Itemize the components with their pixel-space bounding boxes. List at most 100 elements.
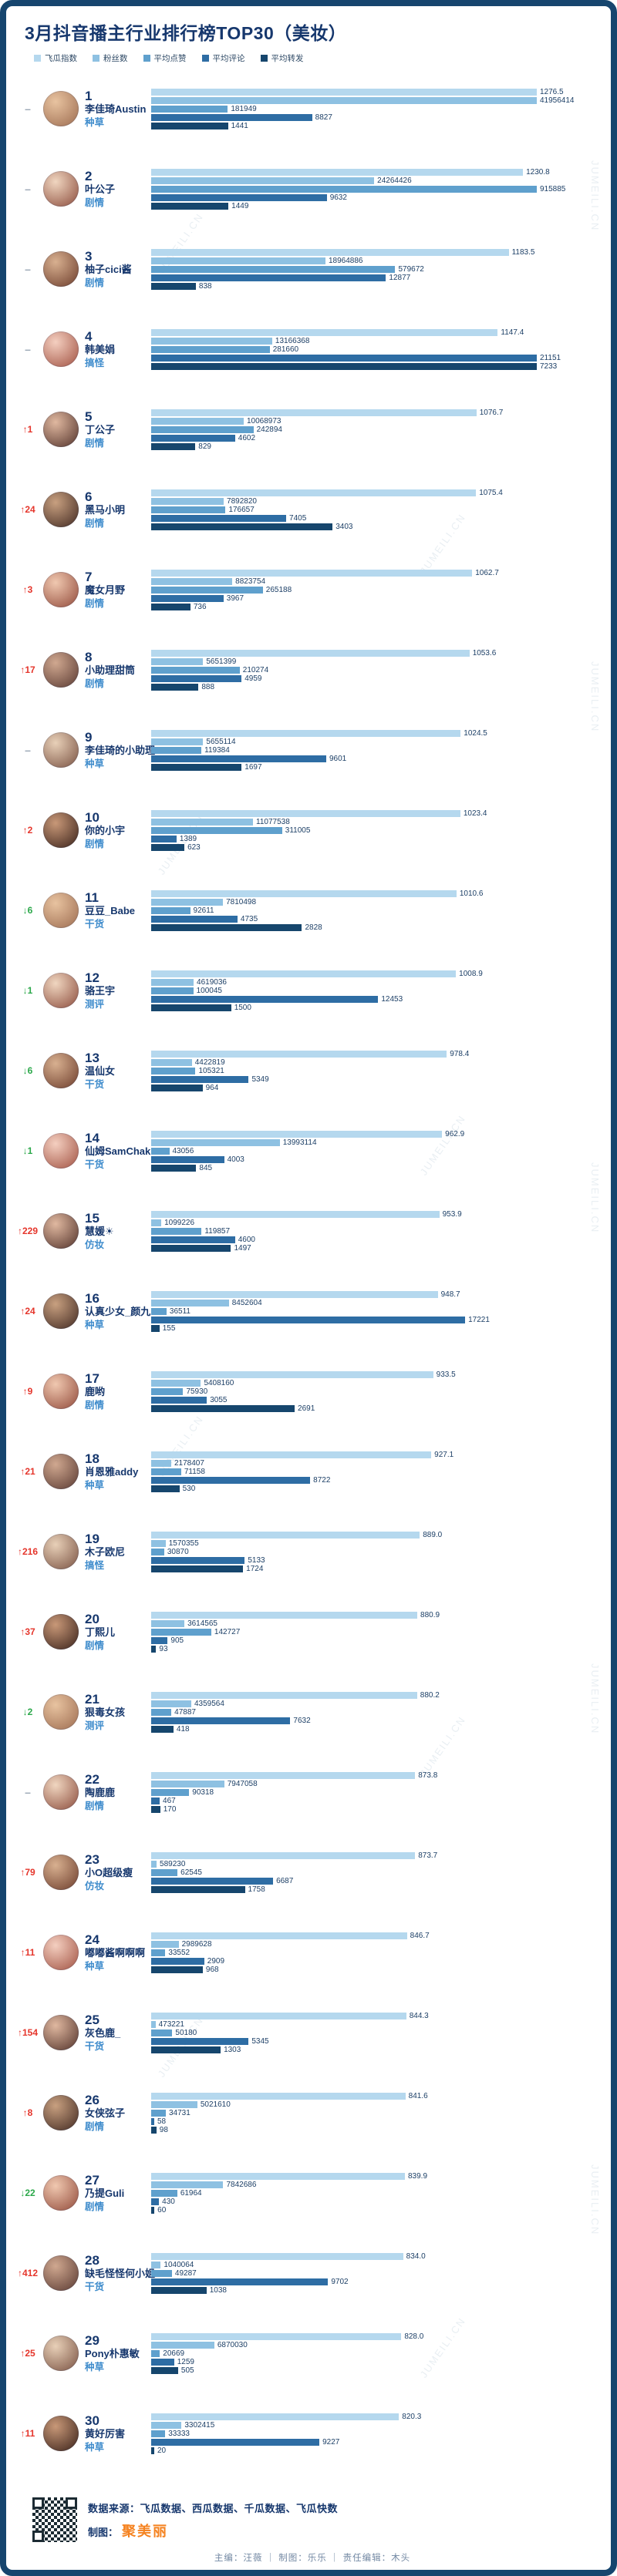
bar-value: 933.5 — [436, 1370, 456, 1379]
avatar — [43, 652, 79, 688]
rank-change: ↑216 — [17, 1546, 39, 1557]
bar-comments: 1389 — [151, 835, 611, 843]
bar-value: 888 — [201, 682, 215, 691]
metric-bars: 1147.4 13166368 281660 21151 7233 — [151, 328, 611, 371]
category-tag: 仿妆 — [85, 1881, 105, 1892]
ranking-row: ↓1 14 仙姆SamChak 干货 962.9 13993114 43056 400… — [6, 1111, 611, 1191]
broadcaster-info: 6 黑马小明 剧情 — [85, 489, 151, 530]
bar-value: 100045 — [196, 986, 222, 995]
rank-number: 4 — [85, 328, 93, 344]
broadcaster-name: 认真少女_颜九 — [85, 1306, 151, 1318]
bar-value: 962.9 — [445, 1129, 465, 1138]
rank-number: 22 — [85, 1771, 99, 1787]
legend-label: 平均点赞 — [153, 54, 187, 63]
rank-change: ↑24 — [20, 504, 35, 515]
metric-bars: 1075.4 7892820 176657 7405 3403 — [151, 489, 611, 531]
avatar — [43, 2416, 79, 2451]
bar-value: 6687 — [276, 1876, 294, 1885]
bar-index: 927.1 — [151, 1451, 611, 1459]
bar-fill — [151, 1164, 197, 1172]
bar-value: 34731 — [168, 2108, 190, 2117]
rank-number: 15 — [85, 1210, 99, 1226]
broadcaster-name: 木子欧尼 — [85, 1546, 126, 1559]
bar-index: 948.7 — [151, 1290, 611, 1299]
broadcaster-info: 20 丁熙儿 剧情 — [85, 1612, 151, 1653]
byline: 主编：汪薇 ｜ 制图：乐乐 ｜ 责任编辑：木头 — [214, 2554, 411, 2563]
bar-value: 61964 — [180, 2188, 202, 2198]
bar-comments: 17221 — [151, 1316, 611, 1324]
bar-fill — [151, 683, 199, 691]
metric-bars: 933.5 5408160 75930 3055 2691 — [151, 1370, 611, 1413]
legend-item-index: 飞瓜指数 — [34, 52, 77, 64]
bar-index: 880.9 — [151, 1611, 611, 1619]
bar-fill — [151, 2092, 406, 2100]
bar-value: 2691 — [298, 1404, 315, 1413]
bar-fill — [151, 835, 177, 842]
broadcaster-name: Pony朴惠敏 — [85, 2348, 140, 2360]
bar-fill — [151, 274, 386, 281]
category-tag: 测评 — [85, 999, 105, 1011]
bar-value: 281660 — [272, 345, 299, 354]
bar-fill — [151, 755, 326, 762]
bar-comments: 467 — [151, 1797, 611, 1805]
bar-fans: 5021610 — [151, 2100, 611, 2109]
ranking-row: ↑37 20 丁熙儿 剧情 880.9 3614565 142727 905 93 — [6, 1592, 611, 1672]
credit-line: 制图： 聚美丽 — [88, 2521, 338, 2541]
broadcaster-name: 鹿哟 — [85, 1386, 106, 1398]
bar-index: 846.7 — [151, 1932, 611, 1940]
legend-swatch-icon — [201, 55, 209, 62]
bar-value: 1038 — [209, 2285, 227, 2295]
bar-fill — [151, 1932, 407, 1939]
bar-value: 873.7 — [418, 1851, 438, 1860]
bar-value: 589230 — [160, 1859, 186, 1868]
metric-bars: 880.2 4359564 47887 7632 418 — [151, 1691, 611, 1734]
avatar — [43, 572, 79, 607]
bar-fill — [151, 1851, 416, 1859]
bar-value: 9632 — [329, 193, 347, 202]
bar-value: 10068973 — [246, 416, 282, 425]
bar-index: 933.5 — [151, 1370, 611, 1379]
bar-fans: 4619036 — [151, 978, 611, 987]
avatar — [43, 412, 79, 447]
broadcaster-info: 7 魔女月野 剧情 — [85, 570, 151, 610]
bar-likes: 242894 — [151, 425, 611, 434]
bar-comments: 5345 — [151, 2037, 611, 2046]
bar-fill — [151, 1940, 179, 1948]
broadcaster-name: 你的小宇 — [85, 825, 126, 837]
broadcaster-name: 陶鹿鹿 — [85, 1787, 116, 1799]
bar-fill — [151, 1885, 245, 1893]
bar-fans: 8823754 — [151, 577, 611, 586]
bar-value: 5408160 — [204, 1378, 234, 1387]
bar-fill — [151, 1619, 185, 1627]
bar-shares: 838 — [151, 282, 611, 291]
bar-fill — [151, 577, 233, 585]
category-tag: 测评 — [85, 1720, 105, 1732]
bar-value: 105321 — [198, 1066, 224, 1075]
ranking-row: ↑11 30 黄好厉害 种草 820.3 3302415 33333 9227 20 — [6, 2393, 611, 2473]
bar-fill — [151, 978, 194, 986]
bar-likes: 176657 — [151, 506, 611, 514]
ranking-row: ↓22 27 乃提Guli 剧情 839.9 7842686 61964 430 60 — [6, 2153, 611, 2233]
bar-fill — [151, 674, 242, 682]
bar-fill — [151, 193, 327, 201]
bar-comments: 3967 — [151, 594, 611, 603]
bar-fill — [151, 818, 253, 826]
bar-fill — [151, 2413, 400, 2420]
bar-fill — [151, 202, 229, 210]
bar-fill — [151, 763, 242, 771]
broadcaster-info: 10 你的小宇 剧情 — [85, 810, 151, 851]
bar-shares: 1303 — [151, 2046, 611, 2054]
rank-change: ↑9 — [22, 1386, 33, 1397]
bar-fans: 2178407 — [151, 1459, 611, 1468]
category-tag: 剧情 — [85, 2121, 105, 2133]
bar-value: 1449 — [231, 201, 249, 210]
broadcaster-name: 温仙女 — [85, 1065, 116, 1078]
bar-fill — [151, 809, 460, 817]
metric-bars: 828.0 6870030 20669 1259 505 — [151, 2332, 611, 2375]
bar-fill — [151, 995, 379, 1003]
bar-fill — [151, 489, 477, 496]
metric-bars: 948.7 8452604 36511 17221 155 — [151, 1290, 611, 1333]
bar-fill — [151, 1299, 229, 1306]
bar-value: 8452604 — [231, 1298, 262, 1307]
bar-comments: 9632 — [151, 193, 611, 202]
